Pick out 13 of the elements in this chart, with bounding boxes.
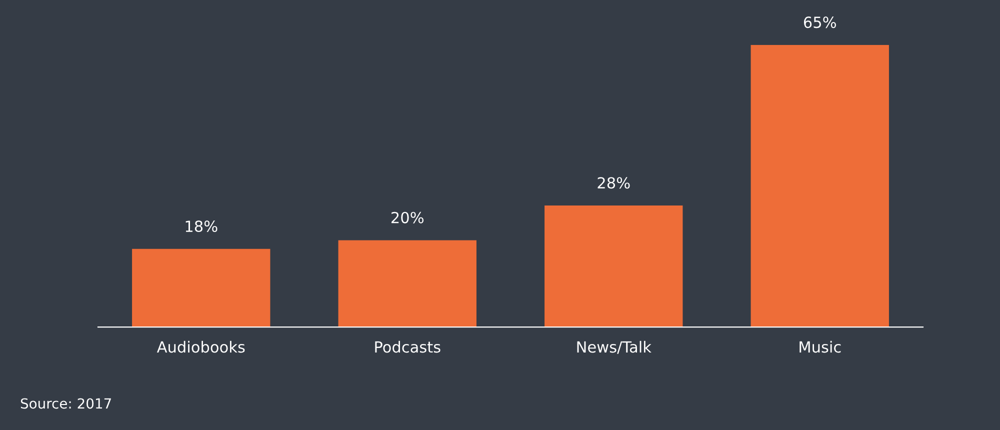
data-label: 28%: [598, 177, 630, 189]
bar: [132, 248, 270, 328]
data-label: 65%: [804, 16, 836, 28]
bar: [750, 44, 889, 328]
x-tick-label: Audiobooks: [156, 340, 245, 353]
x-tick-label: Music: [800, 340, 841, 353]
x-tick-label: News/Talk: [577, 340, 652, 354]
source-note: Source: 2017: [20, 398, 111, 409]
bar: [338, 240, 476, 328]
x-tick-label: Podcasts: [375, 340, 440, 353]
bar: [544, 206, 683, 328]
data-label: 18%: [186, 220, 218, 232]
data-label: 20%: [392, 212, 424, 224]
